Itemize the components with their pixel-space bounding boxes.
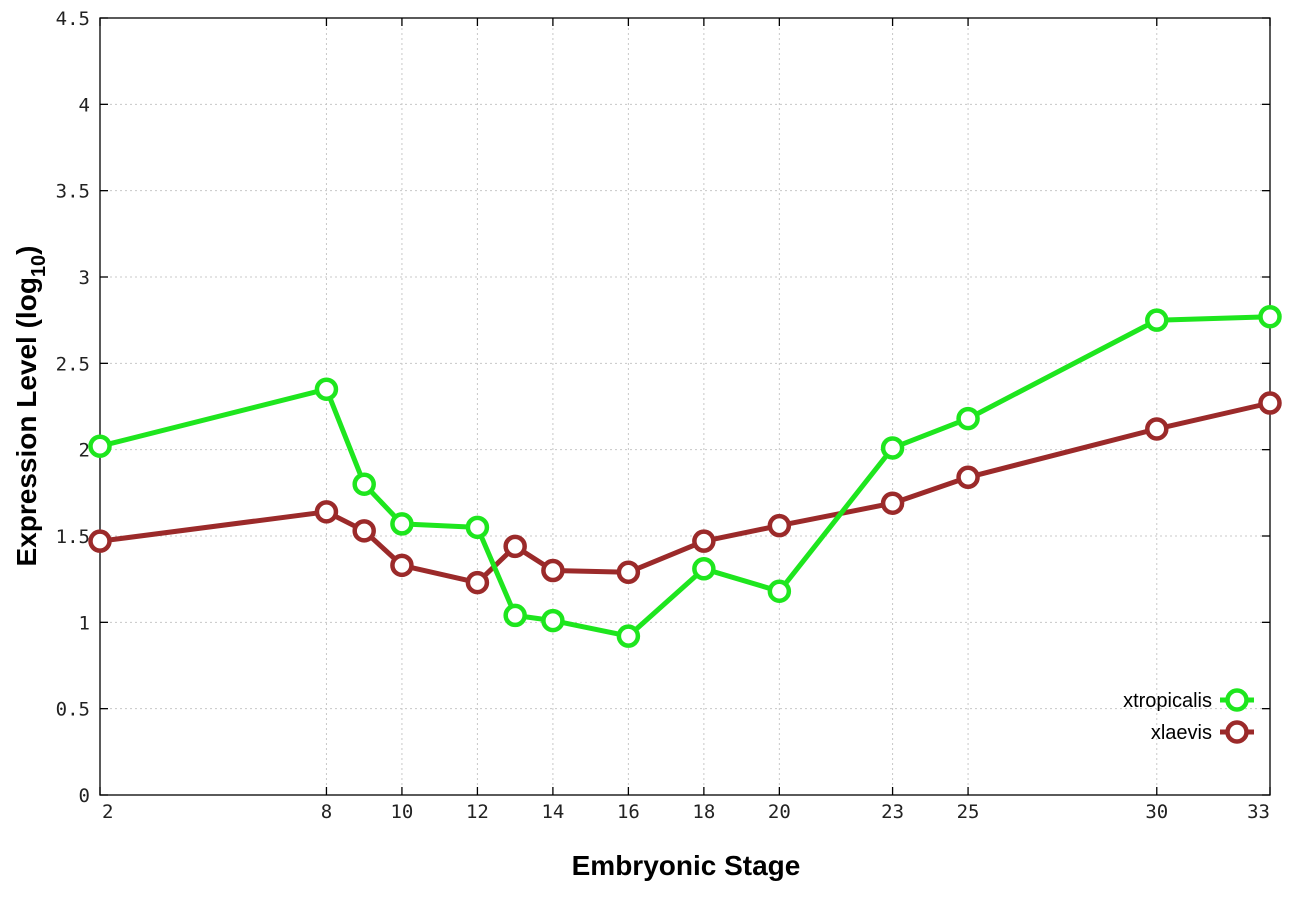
y-tick-label: 1 — [79, 612, 90, 634]
x-tick-label: 33 — [1247, 801, 1270, 823]
y-tick-label: 4 — [79, 94, 90, 116]
y-tick-label: 1.5 — [56, 526, 90, 548]
y-axis-title-main: Expression Level (log — [11, 277, 42, 566]
data-point-xtropicalis — [1145, 308, 1169, 332]
data-point-xtropicalis — [88, 434, 112, 458]
y-tick-label: 4.5 — [56, 8, 90, 30]
data-point-xtropicalis — [390, 512, 414, 536]
data-point-xlaevis — [616, 560, 641, 585]
series-line-xlaevis — [99, 400, 1271, 586]
series-xtropicalis — [88, 304, 1282, 648]
grid-lines — [100, 18, 1270, 795]
legend-swatch-marker-xlaevis — [1225, 720, 1249, 744]
legend-swatch-marker-xtropicalis — [1225, 688, 1249, 712]
plot-frame — [99, 17, 1271, 796]
data-point-xlaevis — [956, 465, 980, 490]
data-point-xlaevis — [390, 553, 414, 578]
data-point-xtropicalis — [541, 608, 565, 633]
legend-label-xtropicalis: xtropicalis — [1123, 690, 1212, 712]
x-tick-label: 16 — [617, 801, 640, 823]
data-point-xtropicalis — [880, 436, 905, 460]
y-axis-title-subscript: 10 — [28, 255, 50, 277]
axis-ticks: 0 0.5 1 1.5 2 2.5 3 3.5 4 4.5 2 8 10 12 14 16 18 20 23 25 30… — [56, 8, 1271, 823]
data-point-xlaevis — [541, 558, 565, 583]
y-tick-label: 2 — [79, 440, 90, 462]
data-point-xlaevis — [767, 513, 792, 538]
legend-item-xlaevis: xlaevis — [1151, 720, 1254, 744]
y-tick-label: 0.5 — [56, 699, 90, 721]
data-point-xtropicalis — [1258, 304, 1282, 329]
x-tick-label: 10 — [390, 801, 413, 823]
x-tick-label: 23 — [881, 801, 904, 823]
series-xlaevis — [88, 391, 1282, 595]
data-point-xlaevis — [503, 534, 527, 559]
data-point-xtropicalis — [767, 579, 792, 604]
y-axis-title-close: ) — [11, 246, 42, 255]
x-tick-label: 20 — [768, 801, 791, 823]
data-point-xlaevis — [1258, 391, 1282, 415]
data-point-xtropicalis — [465, 515, 490, 540]
legend-item-xtropicalis: xtropicalis — [1123, 688, 1254, 712]
x-tick-label: 12 — [466, 801, 489, 823]
x-tick-label: 8 — [321, 801, 332, 823]
x-tick-label: 25 — [957, 801, 980, 823]
x-tick-label: 30 — [1145, 801, 1168, 823]
legend: xtropicalis xlaevis — [1123, 688, 1254, 744]
data-point-xtropicalis — [692, 557, 716, 581]
data-point-xlaevis — [1145, 417, 1169, 441]
x-tick-label: 14 — [541, 801, 564, 823]
data-point-xlaevis — [352, 519, 376, 543]
data-point-xtropicalis — [503, 603, 527, 628]
data-point-xtropicalis — [352, 472, 376, 496]
y-tick-label: 3.5 — [56, 181, 90, 203]
data-point-xtropicalis — [956, 406, 980, 431]
y-axis-title: Expression Level (log10) — [11, 246, 50, 567]
data-point-xlaevis — [692, 529, 716, 553]
y-tick-label: 3 — [79, 267, 90, 289]
x-tick-label: 18 — [692, 801, 715, 823]
y-tick-label: 0 — [79, 785, 90, 807]
data-point-xlaevis — [314, 500, 339, 524]
data-point-xlaevis — [465, 570, 490, 595]
y-tick-label: 2.5 — [56, 353, 90, 375]
data-point-xtropicalis — [314, 377, 339, 401]
data-point-xlaevis — [880, 491, 905, 515]
data-point-xtropicalis — [616, 624, 641, 648]
x-axis-title: Embryonic Stage — [572, 850, 801, 881]
series-lines — [88, 304, 1282, 648]
x-tick-label: 2 — [102, 801, 113, 823]
data-point-xlaevis — [88, 529, 112, 553]
legend-label-xlaevis: xlaevis — [1151, 722, 1212, 744]
series-line-xtropicalis — [99, 314, 1271, 639]
